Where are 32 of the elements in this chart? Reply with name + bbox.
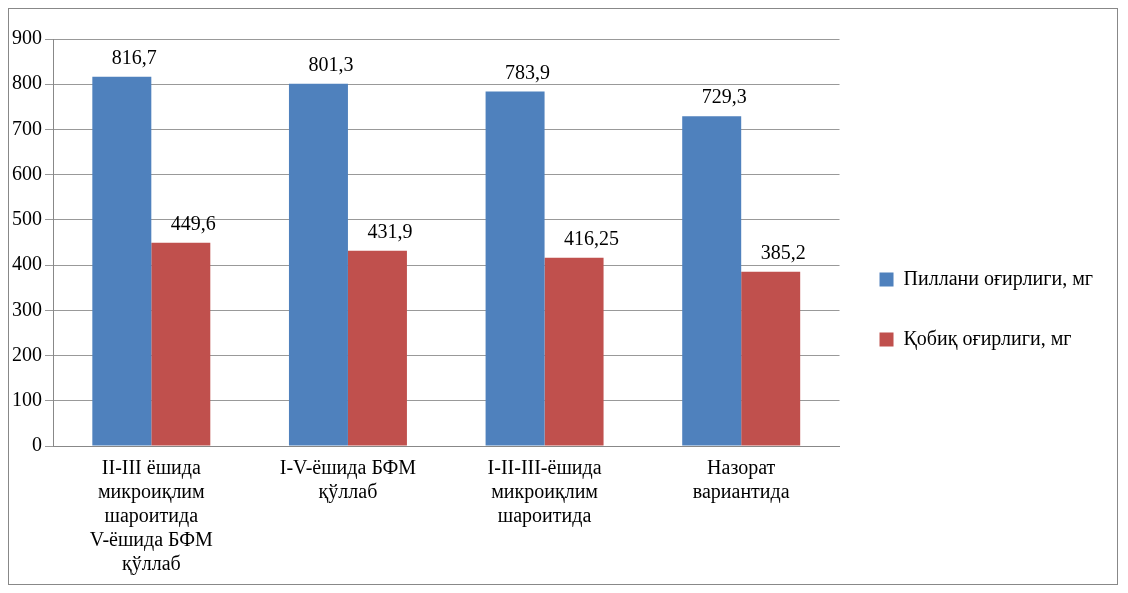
data-label: 449,6 — [170, 211, 216, 234]
bar — [347, 250, 407, 446]
data-label: 431,9 — [367, 219, 413, 242]
data-label: 816,7 — [111, 45, 157, 68]
bar — [544, 257, 604, 446]
data-label: 801,3 — [308, 52, 354, 75]
y-tick-label: 800 — [12, 71, 42, 94]
bar — [151, 242, 211, 446]
y-tick-label: 200 — [12, 342, 42, 365]
bar — [682, 116, 742, 446]
x-tick-label: Назорат вариантида — [692, 456, 790, 504]
bar — [485, 91, 545, 446]
data-label: 416,25 — [564, 227, 620, 250]
data-label: 385,2 — [760, 241, 806, 264]
bar — [741, 271, 801, 446]
legend-label: Қобиқ оғирлиги, мг — [903, 326, 1072, 350]
x-tick-label: I-V-ёшида БФМ қўллаб — [279, 456, 417, 504]
x-tick-label: II-III ёшида микроиқлим шароитида V-ёшида БФМ қўллаб — [89, 456, 214, 576]
y-tick-label: 600 — [12, 161, 42, 184]
y-tick-label: 700 — [12, 116, 42, 139]
y-tick-label: 900 — [12, 26, 42, 49]
data-label: 783,9 — [505, 60, 551, 83]
data-label: 729,3 — [701, 85, 747, 108]
y-tick-label: 0 — [32, 433, 42, 456]
bar — [288, 83, 348, 446]
y-tick-label: 500 — [12, 207, 42, 230]
x-tick-label: I-II-III-ёшида микроиқлим шароитида — [487, 456, 602, 528]
legend-label: Пиллани оғирлиги, мг — [903, 266, 1093, 290]
bar — [92, 76, 152, 446]
y-tick-label: 100 — [12, 388, 42, 411]
y-tick-label: 400 — [12, 252, 42, 275]
y-tick-label: 300 — [12, 297, 42, 320]
